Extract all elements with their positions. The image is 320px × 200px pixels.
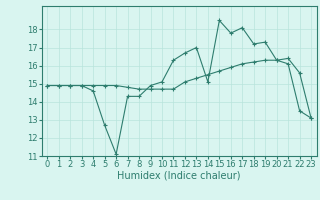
X-axis label: Humidex (Indice chaleur): Humidex (Indice chaleur) [117,171,241,181]
